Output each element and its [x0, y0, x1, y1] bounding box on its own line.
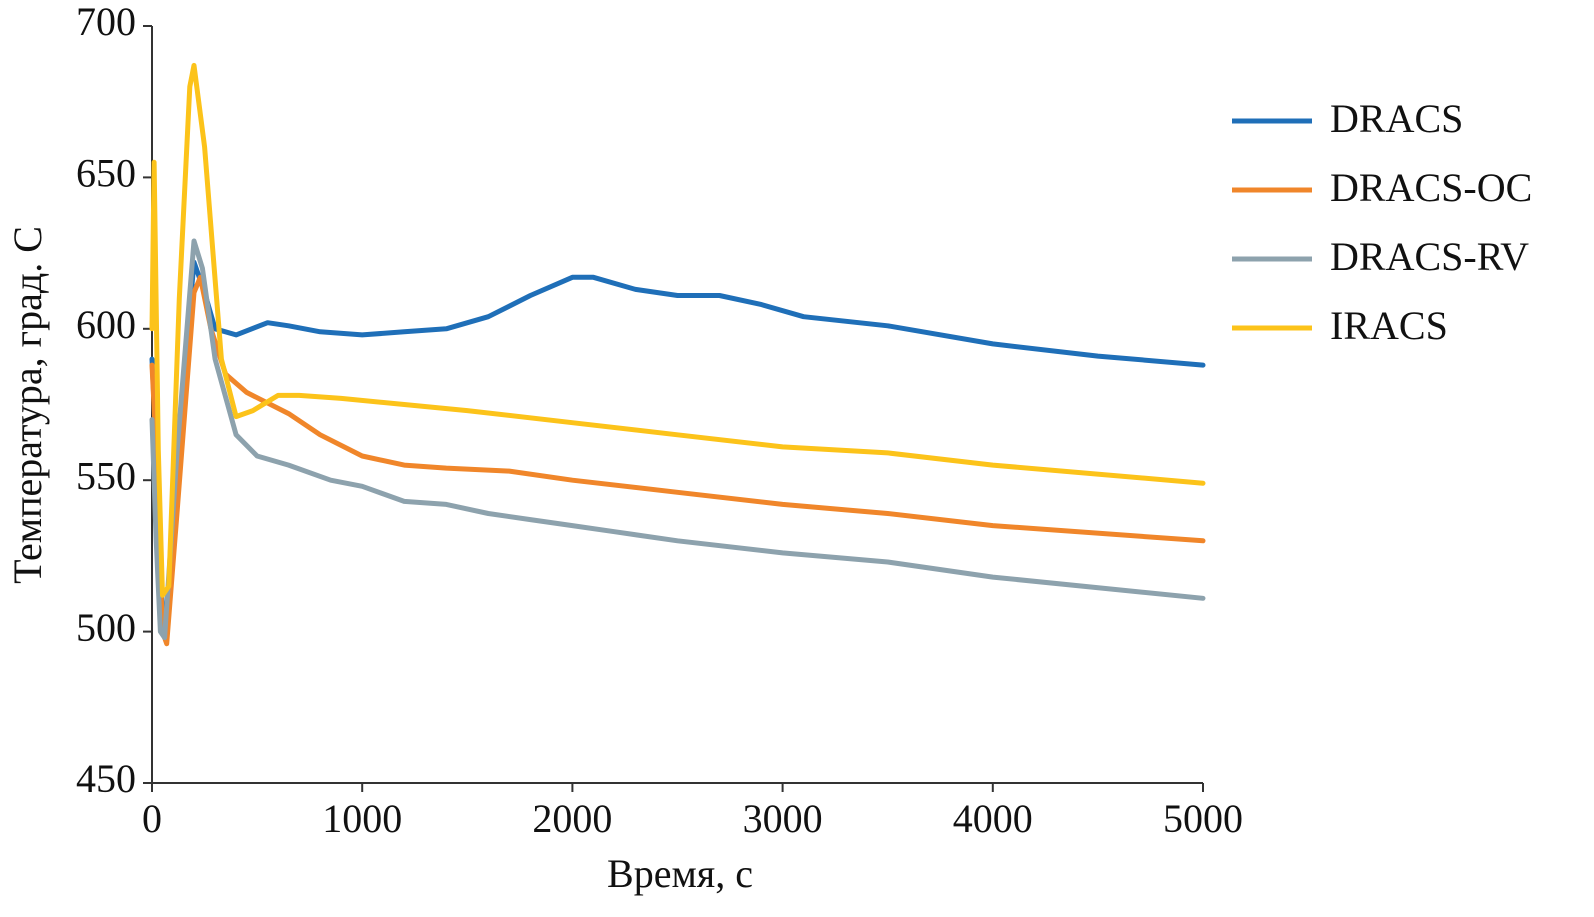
x-tick-label: 0 — [142, 796, 162, 841]
series-line — [149, 238, 1206, 641]
series-line — [149, 274, 1206, 647]
y-tick-label: 450 — [76, 756, 136, 801]
x-axis-label: Время, с — [607, 851, 753, 896]
legend-label: DRACS-OC — [1330, 165, 1532, 210]
series-line — [149, 259, 1206, 635]
y-tick-label: 700 — [76, 0, 136, 44]
legend-label: DRACS — [1330, 96, 1463, 141]
y-tick-label: 650 — [76, 151, 136, 196]
x-tick-label: 4000 — [953, 796, 1033, 841]
y-tick-label: 600 — [76, 302, 136, 347]
legend-label: IRACS — [1330, 303, 1448, 348]
legend-label: DRACS-RV — [1330, 234, 1529, 279]
y-tick-label: 550 — [76, 453, 136, 498]
x-tick-label: 1000 — [322, 796, 402, 841]
x-tick-label: 5000 — [1163, 796, 1243, 841]
x-tick-label: 2000 — [532, 796, 612, 841]
x-tick-label: 3000 — [743, 796, 823, 841]
y-axis-label: Температура, град. С — [5, 226, 50, 584]
series-line — [149, 62, 1206, 598]
y-tick-label: 500 — [76, 605, 136, 650]
